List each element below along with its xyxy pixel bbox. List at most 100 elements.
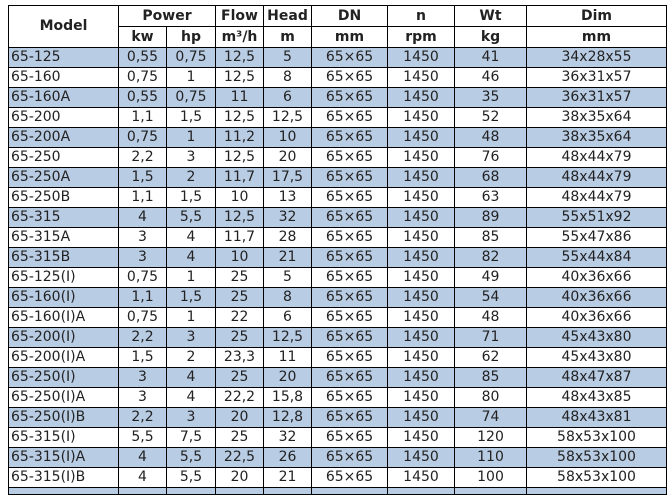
cell-dn: 65×65 [311,367,388,388]
cell-empty [263,487,312,495]
cell-kw: 3 [118,367,167,388]
cell-empty [387,487,455,495]
header-flow: Flow [215,5,264,27]
cell-flow: 10 [215,247,264,268]
cell-head: 12,8 [263,407,312,428]
header-n: n [387,5,455,27]
cell-kw: 1,5 [118,347,167,368]
cell-empty [118,487,167,495]
cell-model: 65-250B [8,187,119,208]
cell-weight: 82 [454,247,527,268]
cell-weight: 76 [454,147,527,168]
cell-model: 65-200A [8,127,119,148]
cell-flow: 23,3 [215,347,264,368]
table-row: 65-200A 0,75 1 11,2 10 65×65 1450 48 38x35x64 [8,127,667,148]
table-row: 65-125 0,55 0,75 12,5 5 65×65 1450 41 34x28x55 [8,47,667,68]
cell-model: 65-315 [8,207,119,228]
cell-weight: 52 [454,107,527,128]
cell-rpm: 1450 [387,347,455,368]
table-row: 65-315(I)B 4 5,5 20 21 65×65 1450 100 58x53x100 [8,467,667,488]
cell-model: 65-125(I) [8,267,119,288]
cell-weight: 74 [454,407,527,428]
cell-flow: 12,5 [215,207,264,228]
cell-empty [215,487,264,495]
table-row: 65-315 4 5,5 12,5 32 65×65 1450 89 55x51x92 [8,207,667,228]
cell-empty [311,487,388,495]
header-dim: Dim [526,5,667,27]
table-row: 65-160 0,75 1 12,5 8 65×65 1450 46 36x31x57 [8,67,667,88]
table-row: 65-250A 1,5 2 11,7 17,5 65×65 1450 68 48x44x79 [8,167,667,188]
cell-hp: 3 [166,327,216,348]
cell-dn: 65×65 [311,467,388,488]
unit-flow: m³/h [215,26,264,48]
cell-weight: 85 [454,367,527,388]
cell-rpm: 1450 [387,107,455,128]
cell-dimensions: 36x31x57 [526,67,667,88]
cell-rpm: 1450 [387,127,455,148]
cell-empty [8,487,119,495]
cell-dimensions: 45x43x80 [526,347,667,368]
cell-head: 11 [263,347,312,368]
cell-dn: 65×65 [311,147,388,168]
cell-dn: 65×65 [311,427,388,448]
cell-head: 12,5 [263,327,312,348]
cell-flow: 22 [215,307,264,328]
table-row: 65-250(I)A 3 4 22,2 15,8 65×65 1450 80 48x43x85 [8,387,667,408]
cell-head: 32 [263,207,312,228]
table-row: 65-200 1,1 1,5 12,5 12,5 65×65 1450 52 38x35x64 [8,107,667,128]
cell-weight: 71 [454,327,527,348]
cell-dimensions: 48x43x81 [526,407,667,428]
cell-head: 6 [263,307,312,328]
cell-head: 10 [263,127,312,148]
table-row: 65-200(I)A 1,5 2 23,3 11 65×65 1450 62 45x43x80 [8,347,667,368]
cell-dimensions: 48x43x85 [526,387,667,408]
cell-flow: 12,5 [215,107,264,128]
cell-rpm: 1450 [387,427,455,448]
cell-dn: 65×65 [311,47,388,68]
cell-kw: 0,75 [118,267,167,288]
cell-dn: 65×65 [311,327,388,348]
cell-head: 8 [263,67,312,88]
cell-empty [526,487,667,495]
cell-weight: 48 [454,307,527,328]
cell-hp: 2 [166,167,216,188]
header-power: Power [118,5,216,27]
cell-hp: 1 [166,267,216,288]
cell-dn: 65×65 [311,227,388,248]
cell-rpm: 1450 [387,287,455,308]
cell-model: 65-315(I) [8,427,119,448]
header-model: Model [8,5,119,48]
cell-rpm: 1450 [387,267,455,288]
cell-hp: 4 [166,227,216,248]
cell-dn: 65×65 [311,207,388,228]
table-row: 65-125(I) 0,75 1 25 5 65×65 1450 49 40x36x66 [8,267,667,288]
cell-dimensions: 55x51x92 [526,207,667,228]
cell-head: 6 [263,87,312,108]
table-row: 65-315(I) 5,5 7,5 25 32 65×65 1450 120 58x53x100 [8,427,667,448]
table-row: 65-315(I)A 4 5,5 22,5 26 65×65 1450 110 58x53x10… [8,447,667,468]
cell-dn: 65×65 [311,387,388,408]
cell-model: 65-160A [8,87,119,108]
cell-model: 65-160 [8,67,119,88]
cell-model: 65-160(I)A [8,307,119,328]
cell-flow: 11,2 [215,127,264,148]
cell-dimensions: 58x53x100 [526,467,667,488]
cell-dn: 65×65 [311,347,388,368]
cell-head: 17,5 [263,167,312,188]
cell-rpm: 1450 [387,167,455,188]
cell-dn: 65×65 [311,187,388,208]
cell-head: 5 [263,47,312,68]
cell-kw: 2,2 [118,407,167,428]
cell-weight: 80 [454,387,527,408]
cell-rpm: 1450 [387,187,455,208]
cell-flow: 22,5 [215,447,264,468]
cell-hp: 4 [166,387,216,408]
cell-flow: 25 [215,427,264,448]
cell-rpm: 1450 [387,367,455,388]
cell-empty [166,487,216,495]
cell-dn: 65×65 [311,407,388,428]
cell-kw: 1,1 [118,187,167,208]
cell-kw: 2,2 [118,147,167,168]
cell-dimensions: 38x35x64 [526,107,667,128]
table-row: 65-160(I) 1,1 1,5 25 8 65×65 1450 54 40x36x66 [8,287,667,308]
